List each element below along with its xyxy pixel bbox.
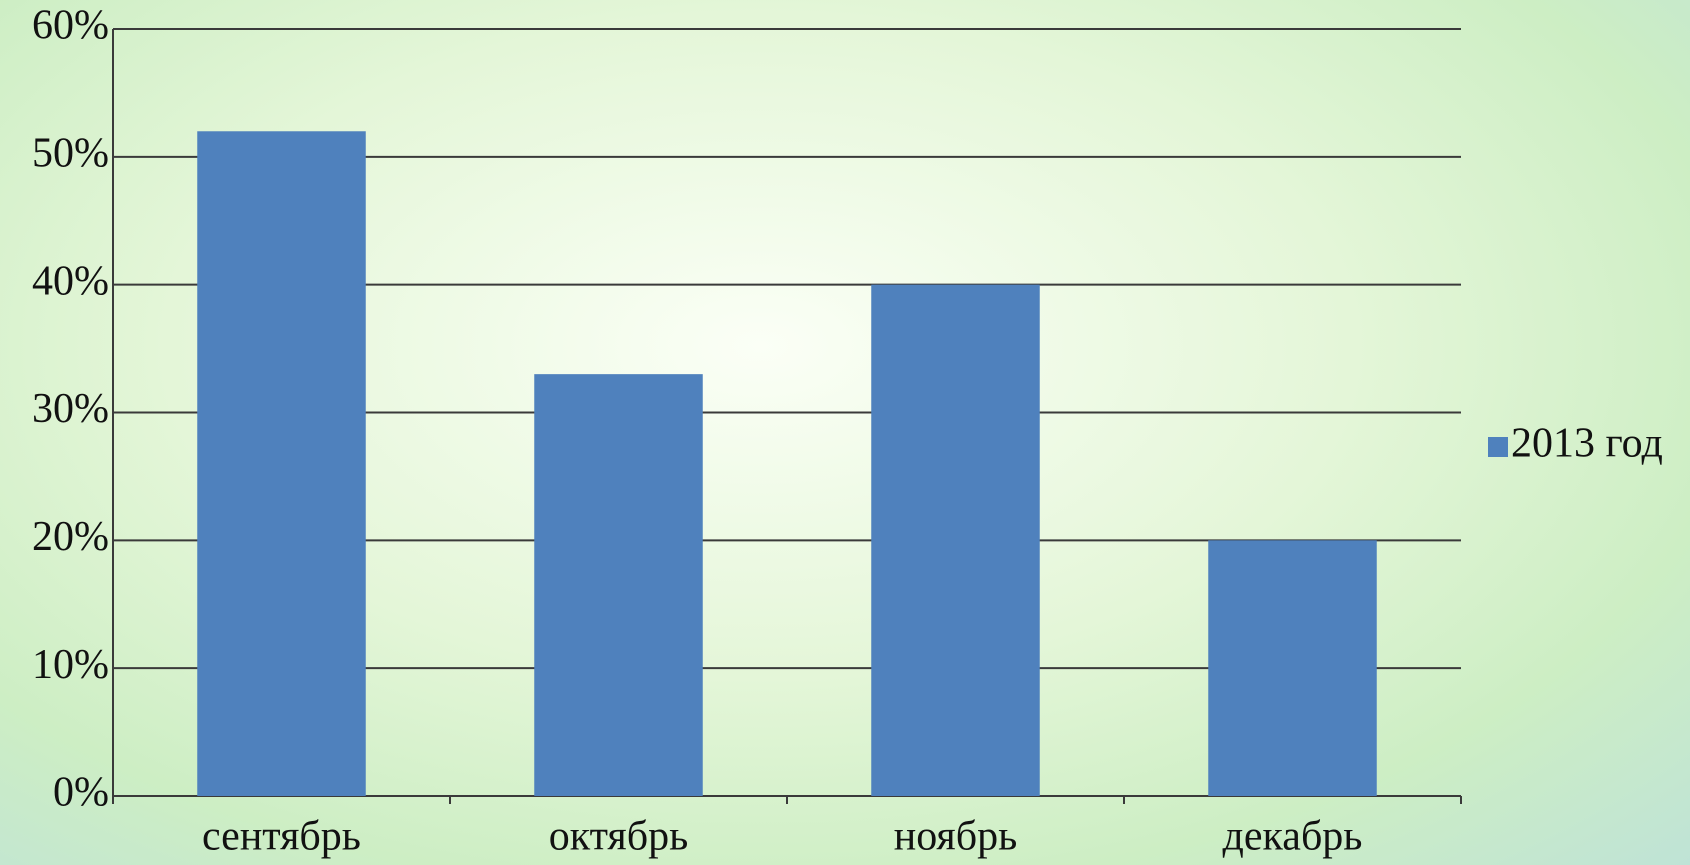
y-tick-label: 10% xyxy=(32,642,109,688)
y-tick-label: 50% xyxy=(32,130,109,176)
x-tick-label: октябрь xyxy=(549,814,689,860)
x-tick-label: ноябрь xyxy=(894,814,1018,860)
legend-label: 2013 год xyxy=(1511,421,1663,467)
y-tick-label: 40% xyxy=(32,258,109,304)
y-tick-label: 30% xyxy=(32,386,109,432)
legend-swatch xyxy=(1488,437,1508,457)
bar xyxy=(871,284,1040,796)
y-tick-label: 20% xyxy=(32,514,109,560)
y-tick-label: 60% xyxy=(32,3,109,49)
x-tick-label: сентябрь xyxy=(202,814,361,860)
bar xyxy=(534,374,703,796)
x-tick-label: декабрь xyxy=(1223,814,1363,860)
bar xyxy=(197,131,366,796)
y-tick-label: 0% xyxy=(53,770,109,816)
bar xyxy=(1208,540,1377,796)
